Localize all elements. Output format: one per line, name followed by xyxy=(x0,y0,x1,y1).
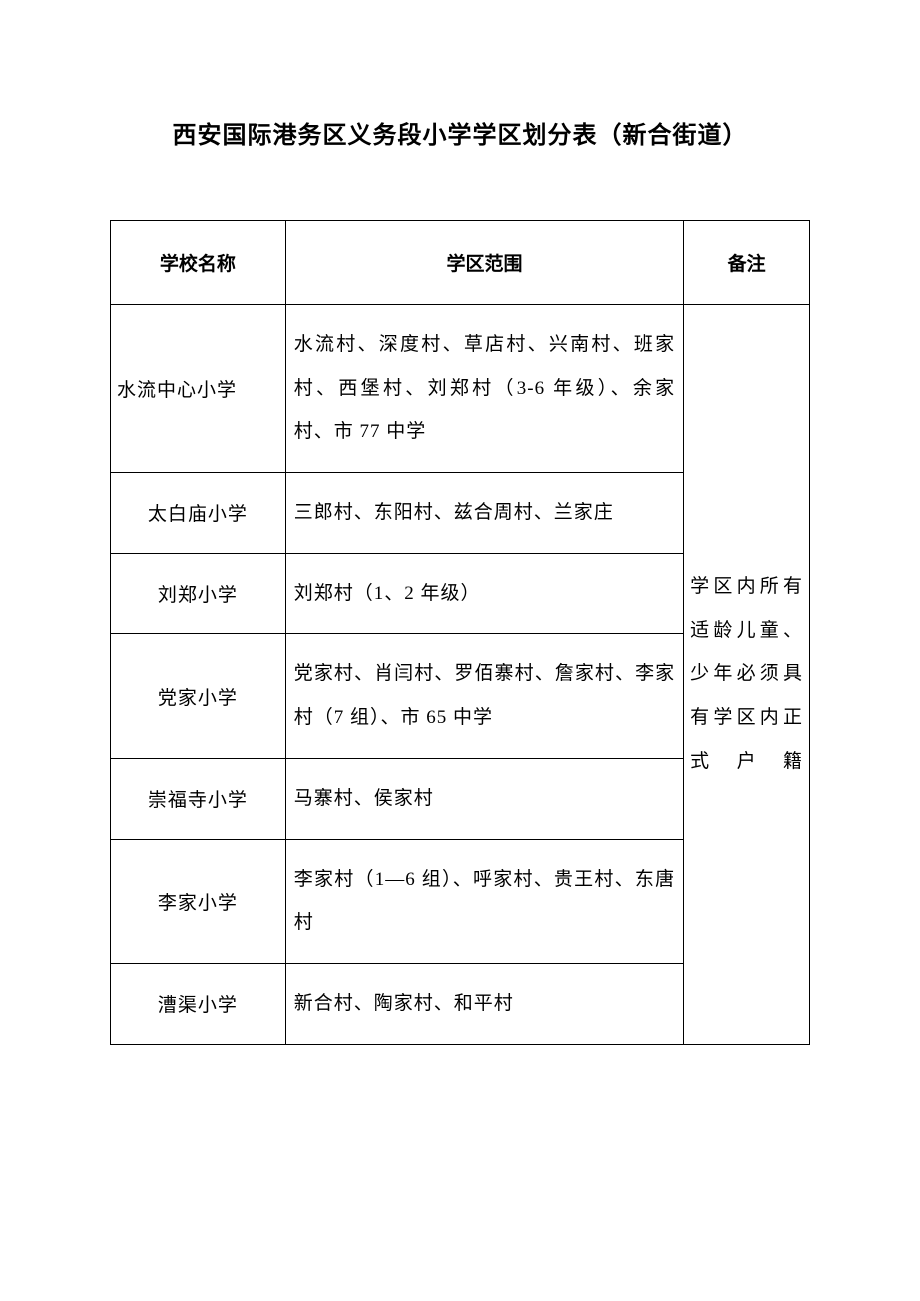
header-scope: 学区范围 xyxy=(285,221,683,305)
scope-cell: 三郎村、东阳村、兹合周村、兰家庄 xyxy=(285,473,683,554)
scope-cell: 李家村（1—6 组）、呼家村、贵王村、东唐村 xyxy=(285,839,683,963)
page-title: 西安国际港务区义务段小学学区划分表（新合街道） xyxy=(110,115,810,150)
school-cell: 崇福寺小学 xyxy=(111,758,286,839)
school-cell: 水流中心小学 xyxy=(111,305,286,473)
scope-cell: 马寨村、侯家村 xyxy=(285,758,683,839)
scope-cell: 新合村、陶家村、和平村 xyxy=(285,963,683,1044)
scope-cell: 水流村、深度村、草店村、兴南村、班家村、西堡村、刘郑村（3-6 年级）、余家村、… xyxy=(285,305,683,473)
district-table: 学校名称 学区范围 备注 水流中心小学 水流村、深度村、草店村、兴南村、班家村、… xyxy=(110,220,810,1045)
school-cell: 李家小学 xyxy=(111,839,286,963)
school-cell: 太白庙小学 xyxy=(111,473,286,554)
notes-cell: 学区内所有适龄儿童、少年必须具有学区内正式户籍 xyxy=(684,305,810,1045)
scope-cell: 刘郑村（1、2 年级） xyxy=(285,553,683,634)
school-cell: 漕渠小学 xyxy=(111,963,286,1044)
header-school: 学校名称 xyxy=(111,221,286,305)
school-cell: 刘郑小学 xyxy=(111,553,286,634)
header-notes: 备注 xyxy=(684,221,810,305)
notes-text: 学区内所有适龄儿童、少年必须具有学区内正式户籍 xyxy=(690,565,803,783)
table-row: 水流中心小学 水流村、深度村、草店村、兴南村、班家村、西堡村、刘郑村（3-6 年… xyxy=(111,305,810,473)
school-cell: 党家小学 xyxy=(111,634,286,758)
table-header-row: 学校名称 学区范围 备注 xyxy=(111,221,810,305)
scope-cell: 党家村、肖闫村、罗佰寨村、詹家村、李家村（7 组）、市 65 中学 xyxy=(285,634,683,758)
